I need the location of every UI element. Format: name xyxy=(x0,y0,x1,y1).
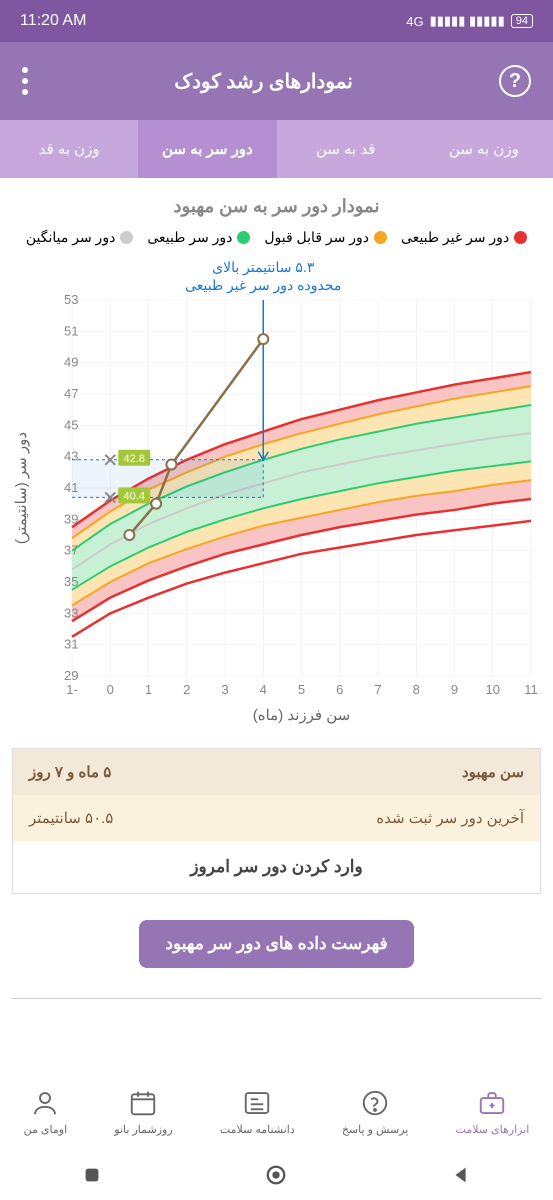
svg-text:2: 2 xyxy=(183,682,190,697)
svg-text:45: 45 xyxy=(64,417,78,432)
svg-text:سن فرزند (ماه): سن فرزند (ماه) xyxy=(253,707,351,724)
bottom-nav: اومای من روزشمار بانو دانشنامه سلامت پرسش و… xyxy=(0,1072,553,1150)
svg-text:51: 51 xyxy=(64,323,78,338)
nav-item-2[interactable]: دانشنامه سلامت xyxy=(220,1087,295,1136)
menu-button[interactable] xyxy=(22,67,28,95)
svg-text:۵.۳ سانتیمتر بالای: ۵.۳ سانتیمتر بالای xyxy=(212,259,315,276)
svg-text:9: 9 xyxy=(451,682,458,697)
help-icon[interactable]: ? xyxy=(499,65,531,97)
battery-icon: 94 xyxy=(511,14,533,28)
svg-text:31: 31 xyxy=(64,637,78,652)
svg-text:7: 7 xyxy=(374,682,381,697)
calendar-icon xyxy=(127,1087,159,1119)
home-button[interactable] xyxy=(265,1164,287,1186)
status-indicators: 4G ▮▮▮▮▮ ▮▮▮▮▮ 94 xyxy=(406,13,533,29)
back-button[interactable] xyxy=(450,1164,472,1186)
nav-label: روزشمار بانو xyxy=(114,1123,172,1136)
svg-text:41: 41 xyxy=(64,480,78,495)
status-bar: 11:20 AM 4G ▮▮▮▮▮ ▮▮▮▮▮ 94 xyxy=(0,0,553,42)
tab-1[interactable]: قد به سن xyxy=(277,120,415,178)
toolkit-icon xyxy=(476,1087,508,1119)
svg-text:1: 1 xyxy=(145,682,152,697)
svg-text:-1: -1 xyxy=(66,682,78,697)
svg-text:6: 6 xyxy=(336,682,343,697)
svg-text:3: 3 xyxy=(221,682,228,697)
svg-text:8: 8 xyxy=(413,682,420,697)
svg-text:دور سر (سانتیمتر): دور سر (سانتیمتر) xyxy=(13,432,30,544)
svg-text:35: 35 xyxy=(64,574,78,589)
nav-label: دانشنامه سلامت xyxy=(220,1123,295,1136)
system-nav xyxy=(0,1150,553,1200)
last-measure-value: ۵۰.۵ سانتیمتر xyxy=(29,809,113,827)
svg-text:37: 37 xyxy=(64,543,78,558)
svg-text:5: 5 xyxy=(298,682,305,697)
age-value: ۵ ماه و ۷ روز xyxy=(29,763,111,781)
legend-item-3: دور سر میانگین xyxy=(26,229,134,246)
svg-text:47: 47 xyxy=(64,386,78,401)
nav-item-0[interactable]: اومای من xyxy=(24,1087,68,1136)
recent-apps-button[interactable] xyxy=(81,1164,103,1186)
page-title: نمودارهای رشد کودک xyxy=(174,69,353,94)
chart-container: ۵.۳ سانتیمتر بالایمحدوده دور سر غیر طبیع… xyxy=(0,258,553,728)
svg-text:29: 29 xyxy=(64,668,78,683)
svg-text:10: 10 xyxy=(486,682,500,697)
network-icon: 4G xyxy=(406,14,423,29)
legend-item-0: دور سر غیر طبیعی xyxy=(401,229,527,246)
news-icon xyxy=(241,1087,273,1119)
svg-text:11: 11 xyxy=(524,682,538,697)
enter-measurement-button[interactable]: وارد کردن دور سر امروز xyxy=(13,841,540,893)
chart-title: نمودار دور سر به سن مهبود xyxy=(0,178,553,229)
tab-0[interactable]: وزن به سن xyxy=(415,120,553,178)
age-label: سن مهبود xyxy=(462,763,524,781)
info-panel: سن مهبود ۵ ماه و ۷ روز آخرین دور سر ثبت … xyxy=(12,748,541,894)
nav-item-4[interactable]: ابزارهای سلامت xyxy=(456,1087,530,1136)
svg-text:53: 53 xyxy=(64,292,78,307)
nav-label: ابزارهای سلامت xyxy=(456,1123,530,1136)
svg-text:42.8: 42.8 xyxy=(124,453,145,465)
chart-legend: دور سر غیر طبیعی دور سر قابل قبول دور سر ط… xyxy=(0,229,553,258)
nav-label: پرسش و پاسخ xyxy=(342,1123,409,1136)
svg-text:40.4: 40.4 xyxy=(124,490,145,502)
app-bar: ? نمودارهای رشد کودک xyxy=(0,42,553,120)
svg-text:33: 33 xyxy=(64,605,78,620)
svg-text:4: 4 xyxy=(260,682,267,697)
legend-item-1: دور سر قابل قبول xyxy=(264,229,387,246)
nav-label: اومای من xyxy=(24,1123,68,1136)
person-icon xyxy=(29,1087,61,1119)
status-time: 11:20 AM xyxy=(20,12,86,30)
signal-icon: ▮▮▮▮▮ ▮▮▮▮▮ xyxy=(430,13,505,29)
svg-text:محدوده دور سر غیر طبیعی: محدوده دور سر غیر طبیعی xyxy=(185,277,341,294)
nav-item-3[interactable]: پرسش و پاسخ xyxy=(342,1087,409,1136)
tabs: وزن به سنقد به سندور سر به سنوزن به قد xyxy=(0,120,553,178)
last-measure-row: آخرین دور سر ثبت شده ۵۰.۵ سانتیمتر xyxy=(13,795,540,841)
svg-text:43: 43 xyxy=(64,449,78,464)
svg-text:39: 39 xyxy=(64,511,78,526)
growth-chart: ۵.۳ سانتیمتر بالایمحدوده دور سر غیر طبیع… xyxy=(10,258,543,728)
svg-text:0: 0 xyxy=(107,682,114,697)
svg-text:49: 49 xyxy=(64,355,78,370)
legend-item-2: دور سر طبیعی xyxy=(147,229,250,246)
data-list-button[interactable]: فهرست داده های دور سر مهبود xyxy=(139,920,413,968)
question-icon xyxy=(359,1087,391,1119)
divider xyxy=(12,998,541,999)
nav-item-1[interactable]: روزشمار بانو xyxy=(114,1087,172,1136)
tab-3[interactable]: وزن به قد xyxy=(0,120,138,178)
age-row: سن مهبود ۵ ماه و ۷ روز xyxy=(13,749,540,795)
last-measure-label: آخرین دور سر ثبت شده xyxy=(376,809,524,827)
tab-2[interactable]: دور سر به سن xyxy=(138,120,276,178)
